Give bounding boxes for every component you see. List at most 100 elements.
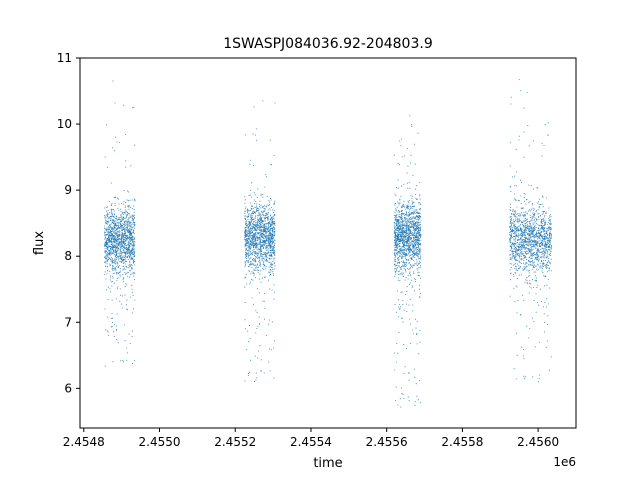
data-point [409,115,411,117]
data-point [269,268,271,270]
data-point [267,216,269,218]
data-point [121,213,123,215]
data-point [394,268,396,270]
data-point [268,237,270,239]
data-point [104,248,106,250]
data-point [412,259,414,261]
data-point [417,399,419,401]
data-point [110,317,112,319]
data-point [244,199,246,201]
data-point [271,246,273,248]
data-point [116,279,118,281]
data-point [263,220,265,222]
data-point [252,244,255,246]
data-point [259,235,261,237]
data-point [271,216,273,218]
data-point [267,252,269,254]
data-point [397,270,399,272]
data-point [129,228,131,230]
data-point [251,205,253,207]
data-point [401,236,403,238]
data-point [414,318,417,320]
data-point [269,197,272,200]
data-point [104,256,106,258]
data-point [401,237,403,239]
data-point [537,187,539,189]
data-point [520,255,522,257]
data-point [104,234,107,236]
data-point [272,249,274,251]
data-point [406,222,408,225]
data-point [273,245,275,247]
data-point [537,202,539,204]
data-point [515,243,517,245]
data-point [256,223,259,225]
data-point [117,271,119,273]
data-point [515,255,517,257]
data-point [247,235,249,237]
data-point [131,284,133,286]
data-point [538,204,540,206]
data-point [404,266,406,268]
data-point [414,244,416,246]
data-point [269,243,271,245]
data-point [130,273,132,275]
data-point [114,263,116,265]
data-point [401,207,403,209]
data-point [131,363,134,365]
data-point [412,285,414,287]
data-point [251,225,253,227]
data-point [407,278,409,280]
data-point [121,221,123,223]
data-point [255,215,257,217]
data-point [249,231,251,233]
data-point [395,243,397,245]
data-point [126,229,128,231]
data-point [256,288,259,290]
data-point [249,232,252,234]
data-point [396,231,398,234]
data-point [413,143,415,145]
data-point [248,227,250,230]
data-point [263,268,265,271]
data-point [396,243,398,245]
data-point [122,228,124,230]
data-point [509,203,512,205]
data-point [251,253,253,255]
data-point [107,222,109,224]
data-point [116,229,118,231]
data-point [125,160,127,162]
data-point [129,342,131,344]
data-point [530,220,532,222]
data-point [406,238,408,240]
data-point [248,240,250,243]
data-point [274,233,276,235]
data-point [538,212,540,214]
data-point [519,239,521,241]
data-point [126,308,128,310]
data-point [412,304,414,306]
data-point [415,197,417,199]
data-point [118,242,120,244]
data-point [418,222,420,224]
data-point [125,283,127,285]
data-point [394,275,396,277]
data-point [248,221,251,223]
data-point [405,271,407,273]
data-point [259,254,261,256]
data-point [257,188,259,190]
data-point [244,208,246,210]
data-point [532,262,534,264]
data-point [530,224,532,226]
data-point [399,211,401,213]
data-point [514,236,516,238]
data-point [114,256,116,258]
data-point [255,222,257,224]
data-point [272,216,274,218]
data-point [524,228,526,230]
data-point [400,218,402,220]
data-point [414,210,416,212]
data-point [406,235,408,237]
data-point [127,227,129,229]
data-point [113,210,115,212]
